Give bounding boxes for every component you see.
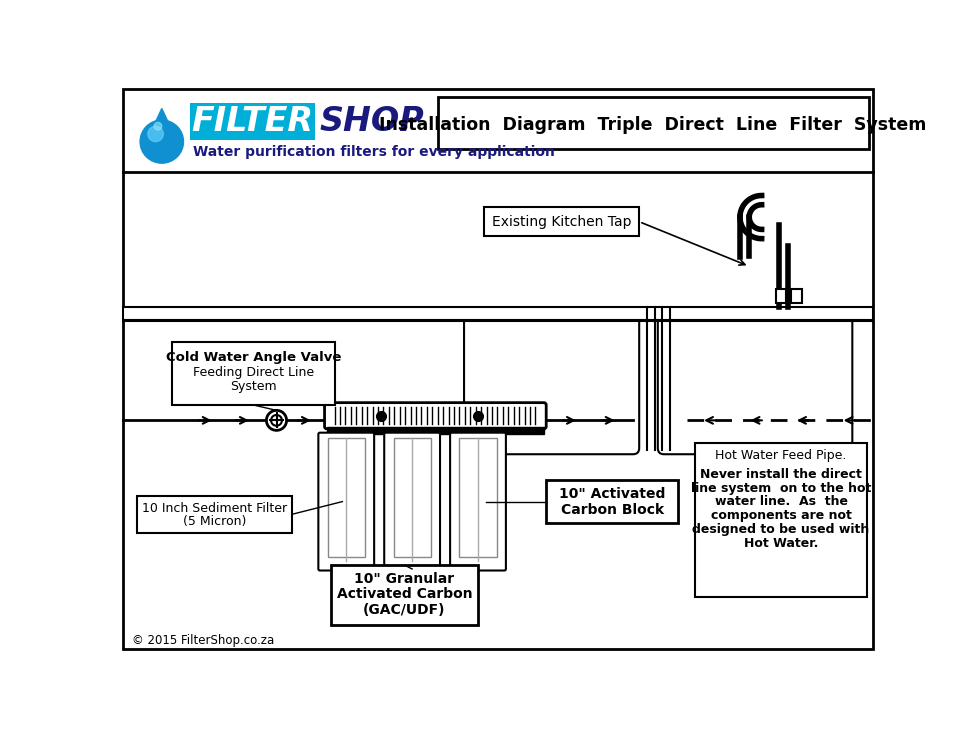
Text: Hot Water Feed Pipe.: Hot Water Feed Pipe. [715,450,847,462]
FancyBboxPatch shape [464,315,640,454]
Text: 10" Activated: 10" Activated [559,488,665,501]
Text: (5 Micron): (5 Micron) [183,515,246,529]
Circle shape [271,415,282,425]
Text: water line.  As  the: water line. As the [714,496,848,509]
Bar [330,565,478,625]
FancyBboxPatch shape [450,433,505,570]
Text: Cold Water Angle Valve: Cold Water Angle Valve [165,351,341,364]
Text: © 2015 FilterShop.co.za: © 2015 FilterShop.co.za [132,634,275,647]
Circle shape [140,120,184,163]
Bar [328,438,364,558]
Circle shape [154,122,161,130]
Bar [776,289,786,303]
Bar [394,438,431,558]
Text: Never install the direct: Never install the direct [700,468,862,481]
FancyBboxPatch shape [384,433,440,570]
Bar [327,426,544,434]
Bar [460,438,497,558]
Polygon shape [147,108,177,142]
Text: line system  on to the hot: line system on to the hot [691,482,871,495]
Text: Water purification filters for every application: Water purification filters for every app… [192,145,555,159]
Text: Carbon Block: Carbon Block [561,503,664,517]
FancyBboxPatch shape [658,315,852,454]
Text: designed to be used with: designed to be used with [692,523,870,537]
FancyBboxPatch shape [319,433,374,570]
Text: components are not: components are not [711,510,851,523]
Bar [791,289,802,303]
Bar [172,342,334,405]
Text: 10" Granular: 10" Granular [355,572,455,586]
Bar [695,444,867,597]
Text: SHOP: SHOP [319,105,424,138]
Text: 10 Inch Sediment Filter: 10 Inch Sediment Filter [142,501,287,515]
Circle shape [148,126,163,142]
Bar [437,97,869,149]
Text: Hot Water.: Hot Water. [744,537,818,550]
Bar [190,103,315,140]
Bar [137,496,292,533]
Bar [484,207,640,236]
Text: FILTER: FILTER [191,105,314,138]
FancyBboxPatch shape [325,403,546,429]
Text: Feeding Direct Line: Feeding Direct Line [192,366,314,379]
Bar [546,480,677,523]
Text: Existing Kitchen Tap: Existing Kitchen Tap [492,215,632,229]
Circle shape [266,410,287,431]
Text: Activated Carbon: Activated Carbon [336,588,472,602]
Text: (GAC/UDF): (GAC/UDF) [364,603,445,617]
Bar [123,307,873,321]
Text: System: System [230,380,277,393]
Text: Installation  Diagram  Triple  Direct  Line  Filter  System: Installation Diagram Triple Direct Line … [379,115,927,134]
